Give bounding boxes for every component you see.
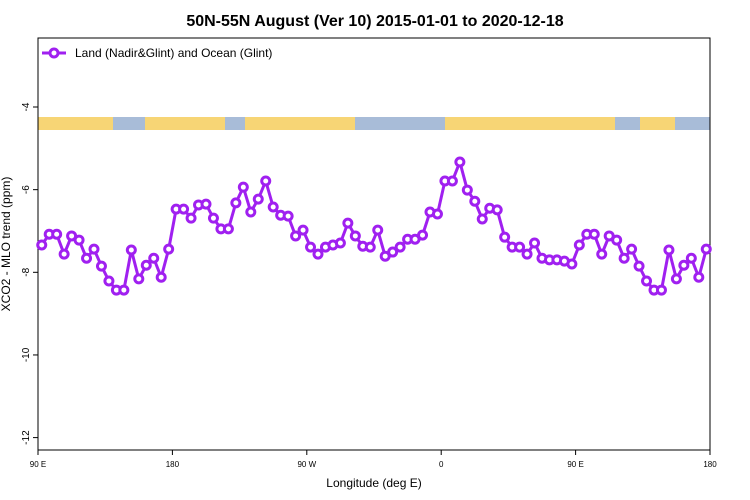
x-tick-label: 180 xyxy=(703,460,717,469)
point xyxy=(148,252,160,264)
point xyxy=(461,184,473,196)
point xyxy=(633,260,645,272)
point xyxy=(260,175,272,187)
point xyxy=(431,208,443,220)
point xyxy=(454,156,466,168)
point xyxy=(51,228,63,240)
x-tick-label: 0 xyxy=(439,460,444,469)
point xyxy=(469,195,481,207)
point xyxy=(611,234,623,246)
point xyxy=(118,284,130,296)
land-ocean-strip xyxy=(38,117,710,130)
x-tick-label: 90 E xyxy=(567,460,583,469)
point xyxy=(693,271,705,283)
point xyxy=(349,230,361,242)
legend-marker xyxy=(48,47,60,59)
point xyxy=(685,252,697,264)
chart-title: 50N-55N August (Ver 10) 2015-01-01 to 20… xyxy=(186,13,563,30)
point xyxy=(387,246,399,258)
point xyxy=(499,231,511,243)
point xyxy=(618,252,630,264)
x-tick-label: 90 W xyxy=(297,460,316,469)
y-tick-label: -4 xyxy=(21,102,32,111)
point xyxy=(312,248,324,260)
point xyxy=(334,237,346,249)
point xyxy=(342,217,354,229)
legend: Land (Nadir&Glint) and Ocean (Glint) xyxy=(42,46,272,60)
x-tick-label: 90 E xyxy=(30,460,46,469)
point xyxy=(372,224,384,236)
point xyxy=(663,244,675,256)
point xyxy=(521,248,533,260)
point xyxy=(140,259,152,271)
point xyxy=(207,212,219,224)
point xyxy=(566,258,578,270)
x-tick-label: 180 xyxy=(166,460,180,469)
point xyxy=(670,273,682,285)
point xyxy=(252,193,264,205)
point xyxy=(282,210,294,222)
point xyxy=(491,204,503,216)
point xyxy=(163,243,175,255)
point xyxy=(36,239,48,251)
point xyxy=(596,248,608,260)
point xyxy=(394,241,406,253)
point xyxy=(588,228,600,240)
point xyxy=(514,241,526,253)
point xyxy=(125,244,137,256)
point xyxy=(641,275,653,287)
point xyxy=(446,175,458,187)
point xyxy=(95,260,107,272)
point xyxy=(529,237,541,249)
point xyxy=(245,206,257,218)
point xyxy=(297,224,309,236)
series-line xyxy=(40,160,708,292)
point xyxy=(364,241,376,253)
point xyxy=(290,230,302,242)
y-tick-label: -12 xyxy=(21,430,32,445)
y-tick-label: -8 xyxy=(21,267,32,276)
point xyxy=(73,234,85,246)
point xyxy=(267,201,279,213)
point xyxy=(133,273,145,285)
point xyxy=(230,197,242,209)
point xyxy=(200,198,212,210)
point xyxy=(476,213,488,225)
y-tick-label: -6 xyxy=(21,185,32,194)
point xyxy=(655,284,667,296)
point xyxy=(417,229,429,241)
point xyxy=(626,243,638,255)
y-tick-label: -10 xyxy=(21,347,32,362)
x-axis-label: Longitude (deg E) xyxy=(326,476,421,490)
point xyxy=(305,241,317,253)
point xyxy=(155,271,167,283)
point xyxy=(222,223,234,235)
point xyxy=(103,275,115,287)
point xyxy=(58,248,70,260)
point xyxy=(185,212,197,224)
legend-label: Land (Nadir&Glint) and Ocean (Glint) xyxy=(75,46,272,60)
point xyxy=(88,243,100,255)
point xyxy=(81,252,93,264)
point xyxy=(178,203,190,215)
y-axis-label: XCO2 - MLO trend (ppm) xyxy=(0,177,13,312)
point xyxy=(573,239,585,251)
point xyxy=(678,259,690,271)
point xyxy=(237,181,249,193)
point xyxy=(700,243,712,255)
